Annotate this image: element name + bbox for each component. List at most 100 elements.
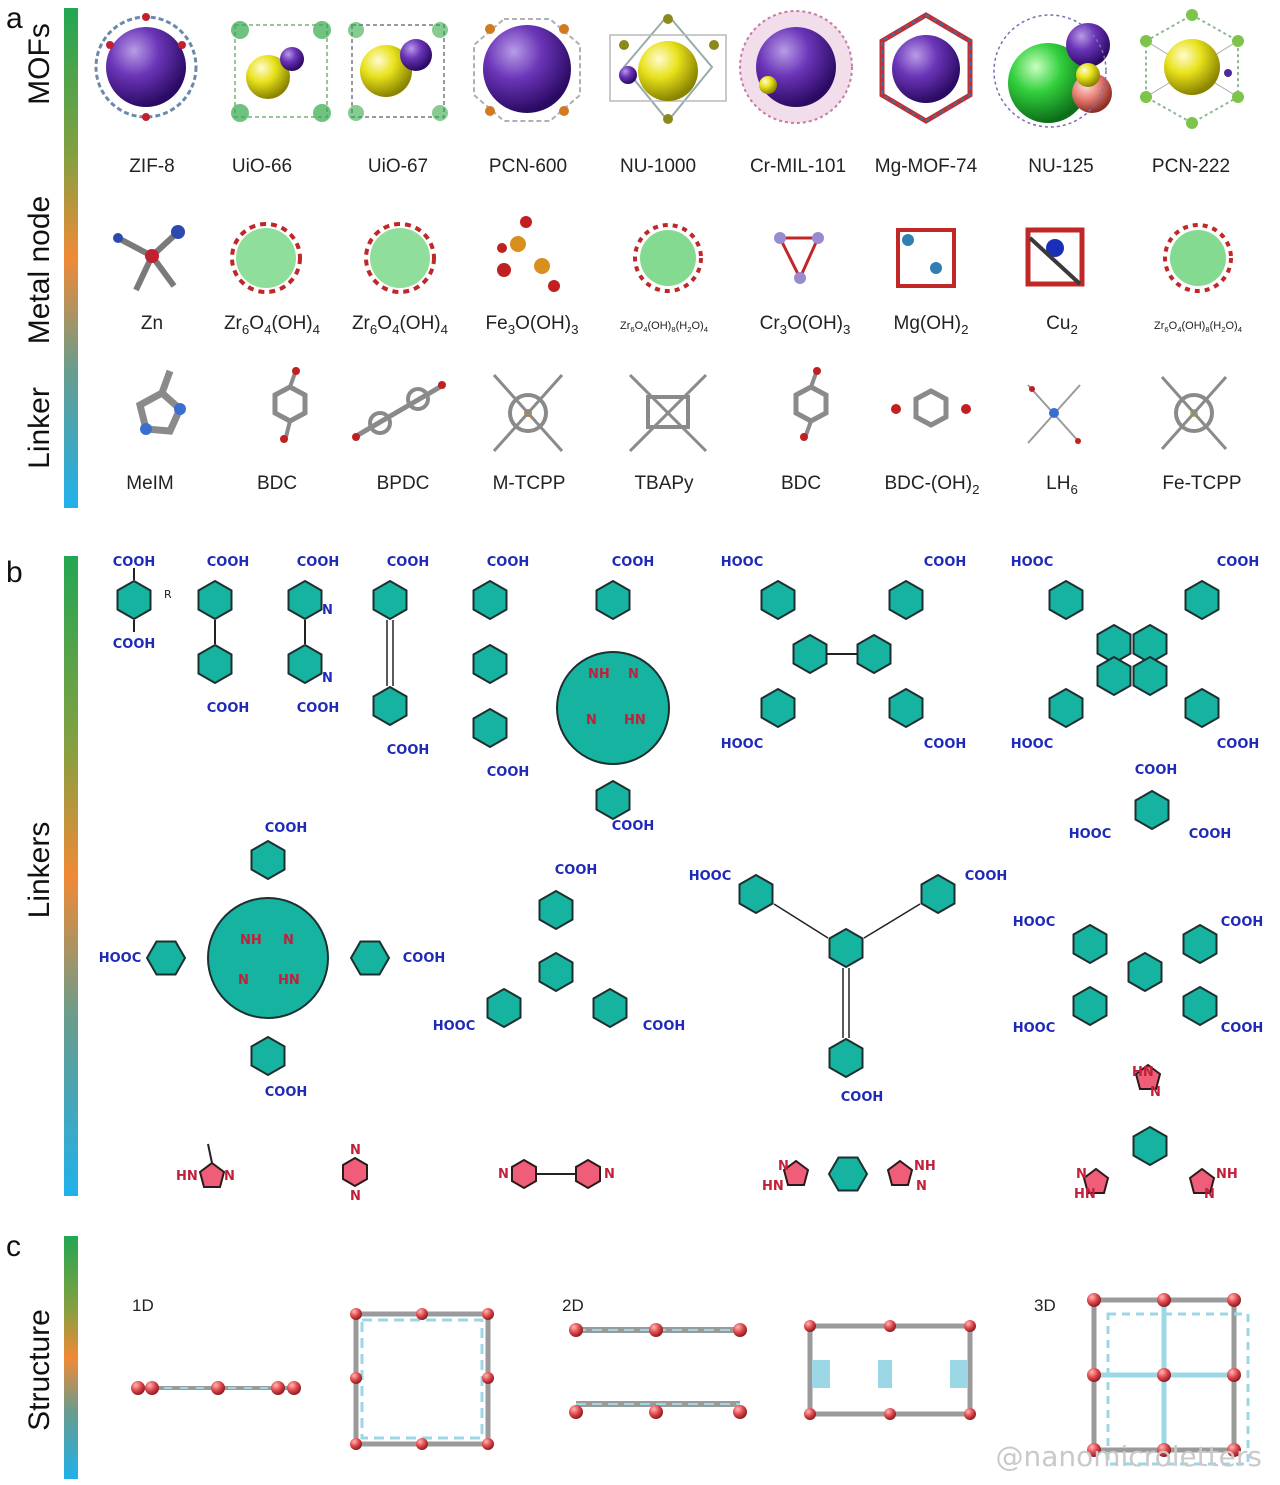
node-label-zn: Zn (140, 313, 164, 334)
linker-bpdc: COOH COOH (197, 555, 250, 716)
mof-label-uio66: UiO-66 (231, 156, 293, 177)
svg-text:N: N (586, 713, 597, 728)
zr-node-image-2 (364, 222, 436, 294)
linker-btc: COOH HOOC COOH (1069, 763, 1232, 842)
svg-text:COOH: COOH (297, 701, 340, 716)
svg-text:COOH: COOH (207, 701, 250, 716)
mof-label-nu1000: NU-1000 (619, 156, 697, 177)
linker-label-fe-tcpp: Fe-TCPP (1162, 473, 1242, 494)
linker-label-bpdc: BPDC (376, 473, 430, 494)
mg-node-image (896, 228, 956, 288)
svg-text:HOOC: HOOC (1069, 827, 1112, 842)
node-label-cu2: Cu2 (1046, 313, 1078, 337)
metal-node-images (113, 216, 1233, 294)
mof-label-zif8: ZIF-8 (129, 156, 175, 177)
svg-text:NH: NH (914, 1159, 936, 1174)
svg-text:NH: NH (588, 667, 610, 682)
svg-text:N: N (283, 933, 294, 948)
row-title-mofs: MOFs (23, 23, 56, 105)
mof-label-uio67: UiO-67 (367, 156, 429, 177)
linker-tetraphenylbenzene: HOOC COOH HOOC COOH (1013, 915, 1264, 1036)
svg-text:N: N (1150, 1085, 1161, 1100)
svg-text:COOH: COOH (924, 737, 967, 752)
svg-text:COOH: COOH (1135, 763, 1178, 778)
svg-text:N: N (322, 671, 333, 686)
panel-c-title: Structure (23, 1309, 56, 1431)
zn-node-image (113, 225, 185, 292)
linker-porphyrin-dicarboxylate: NH N N HN COOH COOH (556, 555, 670, 834)
svg-text:COOH: COOH (387, 555, 430, 570)
svg-text:COOH: COOH (1217, 555, 1260, 570)
svg-text:N: N (916, 1179, 927, 1194)
svg-text:HOOC: HOOC (721, 555, 764, 570)
linker-bipyridine-4-4: N N (498, 1159, 615, 1189)
linker-label-bdc-1: BDC (256, 473, 298, 494)
lh6-image (1027, 384, 1081, 444)
tbapy-image (628, 373, 708, 453)
svg-text:R: R (164, 588, 172, 601)
linker-label-bdc-oh2: BDC-(OH)2 (884, 473, 980, 497)
square-1d (350, 1308, 494, 1450)
svg-text:N: N (350, 1143, 361, 1158)
svg-text:HN: HN (1074, 1187, 1096, 1202)
bdc-image-2 (793, 367, 829, 441)
svg-text:COOH: COOH (612, 555, 655, 570)
panel-b-letter: b (6, 556, 23, 589)
bdc-oh2-image (891, 388, 971, 428)
svg-text:NH: NH (240, 933, 262, 948)
mof-label-pcn600: PCN-600 (488, 156, 568, 177)
mof-label-nu125: NU-125 (1028, 156, 1094, 177)
panel-b-title: Linkers (23, 821, 56, 919)
linker-tris-pyrazolyl-benzene: HN N N HN NH N (1074, 1064, 1238, 1202)
svg-text:HOOC: HOOC (721, 737, 764, 752)
linker-bipyridine: COOH COOH N N (287, 555, 340, 716)
svg-text:COOH: COOH (1221, 915, 1264, 930)
cr-node-image (774, 232, 824, 284)
fe-tcpp-image (1160, 376, 1228, 450)
linker-btb: COOH HOOC COOH (433, 863, 686, 1034)
watermark: @nanomicroletters (995, 1440, 1262, 1473)
svg-text:N: N (778, 1159, 789, 1174)
label-2d: 2D (562, 1296, 584, 1315)
row-title-metal-node: Metal node (23, 195, 56, 345)
svg-text:HOOC: HOOC (1013, 1021, 1056, 1036)
svg-text:HOOC: HOOC (433, 1019, 476, 1034)
linker-label-m-tcpp: M-TCPP (492, 473, 566, 494)
svg-text:COOH: COOH (265, 821, 308, 836)
svg-text:COOH: COOH (265, 1085, 308, 1100)
svg-text:HOOC: HOOC (1013, 915, 1056, 930)
label-1d: 1D (132, 1296, 154, 1315)
node-label-zr6-uio66: Zr6O4(OH)4 (223, 313, 321, 337)
svg-text:COOH: COOH (113, 637, 156, 652)
svg-text:HN: HN (1132, 1065, 1154, 1080)
svg-text:N: N (224, 1169, 235, 1184)
mof-framework-images (94, 9, 1244, 129)
cr-mil101-image (739, 10, 853, 124)
linker-triethynyl: HOOC COOH COOH (689, 869, 1008, 1105)
svg-text:N: N (1204, 1187, 1215, 1202)
linker-bis-pyrazolyl-benzene: N HN NH N (762, 1156, 936, 1194)
linker-label-meim: MeIM (126, 473, 174, 494)
linker-structures: COOH COOH R COOH COOH COOH COOH N N COOH… (99, 555, 1264, 1204)
node-label-cr3o: Cr3O(OH)3 (759, 313, 851, 337)
svg-text:N: N (628, 667, 639, 682)
svg-text:HN: HN (624, 713, 646, 728)
svg-text:HN: HN (762, 1179, 784, 1194)
mof-label-pcn222: PCN-222 (1151, 156, 1231, 177)
linker-tcpp: NH N N HN COOH HOOC COOH COOH (99, 821, 446, 1100)
svg-text:COOH: COOH (487, 555, 530, 570)
bpdc-image (352, 381, 446, 441)
linker-methylimidazole: HN N (176, 1143, 235, 1188)
linker-alkyne: COOH COOH (372, 555, 430, 758)
mof-label-mg-mof74: Mg-MOF-74 (874, 156, 978, 177)
svg-text:NH: NH (1216, 1167, 1238, 1182)
svg-text:COOH: COOH (113, 555, 156, 570)
node-label-zr6-uio67: Zr6O4(OH)4 (351, 313, 449, 337)
svg-text:N: N (322, 603, 333, 618)
cu-node-image (1025, 227, 1085, 287)
bdc-image-1 (272, 367, 308, 443)
svg-text:HOOC: HOOC (1011, 555, 1054, 570)
svg-text:COOH: COOH (487, 765, 530, 780)
linker-biphenyl-tetracarboxylate: HOOC COOH HOOC COOH (721, 555, 967, 752)
uio67-image (348, 22, 448, 121)
